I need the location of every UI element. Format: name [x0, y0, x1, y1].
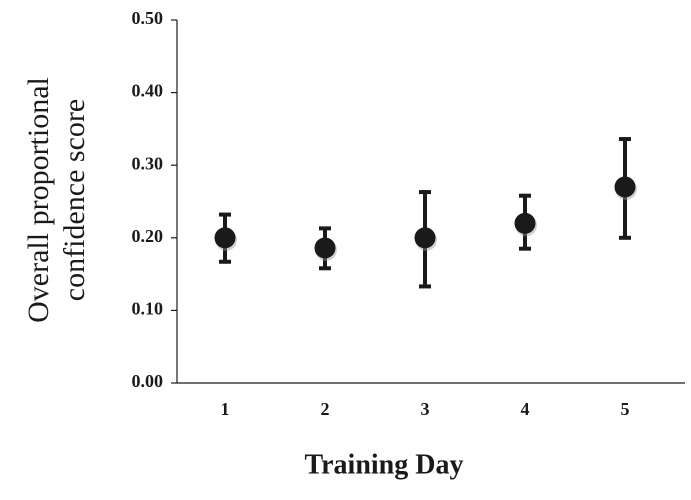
y-axis: 0.00 0.10 0.20 0.30 0.40 0.50	[132, 8, 178, 391]
data-point-group	[214, 212, 237, 264]
x-tick-label: 2	[321, 399, 330, 419]
y-axis-title-line-2: confidence score	[58, 99, 91, 301]
y-axis-title-line-1: Overall proportional	[22, 77, 55, 323]
y-tick-label: 0.30	[132, 153, 164, 173]
y-tick-label: 0.00	[132, 371, 164, 391]
x-tick-label: 5	[621, 399, 630, 419]
y-tick-label: 0.20	[132, 226, 164, 246]
data-point-group	[614, 137, 637, 240]
y-tick-label: 0.40	[132, 81, 164, 101]
data-point-group	[514, 193, 537, 251]
y-axis-title: Overall proportional confidence score	[22, 77, 91, 323]
x-tick-label: 4	[521, 399, 530, 419]
x-axis: 1 2 3 4 5	[177, 382, 685, 419]
data-point-group	[414, 190, 437, 289]
data-point	[314, 237, 336, 259]
y-tick-label: 0.10	[132, 299, 164, 319]
plot-marks	[214, 137, 637, 289]
x-tick-label: 1	[221, 399, 230, 419]
x-tick-label: 3	[421, 399, 430, 419]
data-point	[414, 227, 436, 249]
data-point	[514, 212, 536, 234]
data-point-group	[314, 226, 337, 271]
x-axis-title: Training Day	[305, 449, 464, 480]
data-point	[214, 227, 236, 249]
y-tick-label: 0.50	[132, 8, 164, 28]
data-point	[614, 176, 636, 198]
